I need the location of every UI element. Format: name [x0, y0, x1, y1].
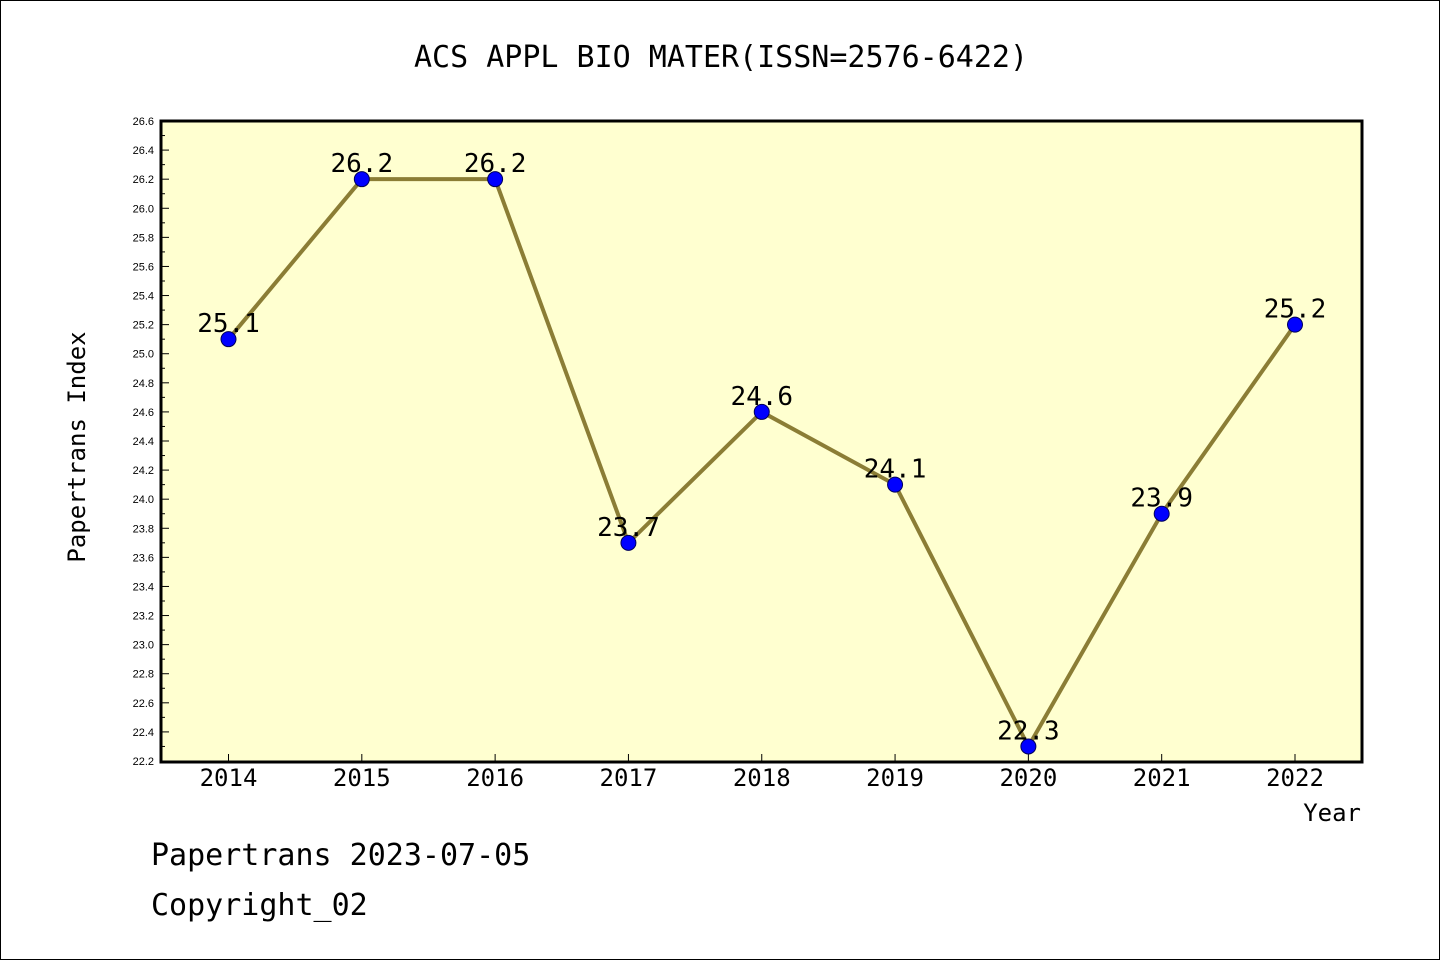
- y-tick-label: 26.2: [133, 174, 154, 186]
- y-tick-label: 26.6: [133, 116, 154, 128]
- data-point: [1287, 316, 1303, 333]
- y-axis-ticks: 22.2 22.4 22.6 22.8 23.0 23.2 23.4 23.6 23.8 24.0…: [133, 116, 169, 768]
- data-label: 25.1: [197, 309, 260, 339]
- y-tick-label: 25.8: [133, 232, 154, 244]
- y-axis-label: Papertrans Index: [63, 331, 91, 562]
- y-tick-label: 24.6: [133, 407, 154, 419]
- x-tick-label: 2020: [999, 764, 1057, 792]
- data-point: [1153, 505, 1170, 522]
- data-label: 26.2: [464, 149, 527, 179]
- data-point: [487, 171, 504, 188]
- data-label: 22.3: [997, 716, 1060, 746]
- series-markers: [220, 171, 1303, 755]
- y-tick-label: 22.4: [133, 727, 154, 739]
- y-tick-label: 25.0: [133, 349, 154, 361]
- data-point: [753, 403, 770, 420]
- data-point: [1020, 738, 1037, 755]
- x-tick-label: 2019: [866, 764, 924, 792]
- data-label: 23.7: [597, 513, 660, 543]
- data-label: 24.6: [730, 382, 793, 412]
- x-axis-ticks: 2014 2015 2016 2017 2018 2019 2020 2021 2022: [200, 754, 1324, 792]
- y-tick-label: 23.6: [133, 552, 154, 564]
- y-tick-label: 25.2: [133, 320, 154, 332]
- x-axis-label: Year: [1303, 799, 1361, 827]
- data-point: [620, 534, 637, 551]
- x-tick-label: 2021: [1133, 764, 1191, 792]
- y-tick-label: 22.8: [133, 669, 154, 681]
- x-tick-label: 2016: [466, 764, 524, 792]
- footer-copyright: Copyright_02: [151, 888, 368, 923]
- x-tick-label: 2014: [200, 764, 258, 792]
- plot-area: [159, 119, 1364, 764]
- x-tick-label: 2015: [333, 764, 391, 792]
- data-point: [353, 171, 370, 188]
- y-tick-label: 24.0: [133, 494, 154, 506]
- y-tick-label: 22.6: [133, 698, 154, 710]
- data-label: 26.2: [331, 149, 394, 179]
- data-point: [220, 331, 237, 348]
- data-point: [887, 476, 904, 493]
- y-tick-label: 25.6: [133, 261, 154, 273]
- y-tick-label: 26.4: [133, 145, 154, 157]
- x-tick-label: 2022: [1266, 764, 1324, 792]
- data-label: 23.9: [1130, 484, 1193, 514]
- footer-date: Papertrans 2023-07-05: [151, 838, 530, 873]
- x-tick-label: 2018: [733, 764, 791, 792]
- y-tick-label: 23.2: [133, 611, 154, 623]
- y-tick-label: 25.4: [133, 291, 154, 303]
- y-tick-label: 24.4: [133, 436, 154, 448]
- y-tick-label: 23.4: [133, 581, 154, 593]
- y-tick-label: 23.0: [133, 640, 154, 652]
- chart-title: ACS APPL BIO MATER(ISSN=2576-6422): [414, 40, 1028, 75]
- data-labels: 25.1 26.2 26.2 23.7 24.6 24.1 22.3 23.9 25.2: [197, 149, 1326, 746]
- x-tick-label: 2017: [600, 764, 658, 792]
- data-label: 25.2: [1264, 295, 1327, 325]
- data-label: 24.1: [864, 455, 927, 485]
- y-tick-label: 22.2: [133, 756, 154, 768]
- y-tick-label: 23.8: [133, 523, 154, 535]
- y-tick-label: 26.0: [133, 203, 154, 215]
- y-tick-label: 24.2: [133, 465, 154, 477]
- y-tick-label: 24.8: [133, 378, 154, 390]
